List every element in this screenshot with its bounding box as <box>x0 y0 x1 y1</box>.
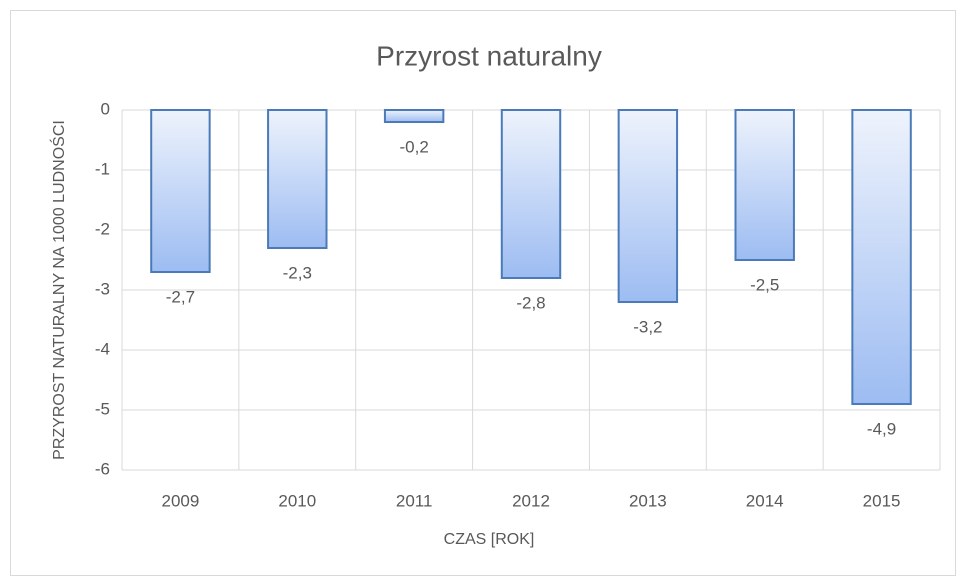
y-tick-label: -4 <box>95 339 110 358</box>
y-tick-label: -3 <box>95 279 110 298</box>
x-tick-label: 2015 <box>863 491 901 510</box>
data-label: -2,8 <box>516 293 545 312</box>
bar <box>267 109 328 249</box>
y-tick-label: -2 <box>95 219 110 238</box>
bar <box>500 109 562 279</box>
data-label: -3,2 <box>633 317 662 336</box>
bar <box>383 109 445 123</box>
y-tick-label: -6 <box>95 459 110 478</box>
chart-border <box>10 10 956 576</box>
data-label: -2,5 <box>750 275 779 294</box>
x-axis-title: CZAS [ROK] <box>444 531 535 548</box>
x-tick-label: 2013 <box>629 491 667 510</box>
y-axis-title: PRZYROST NATURALNY NA 1000 LUDNOŚCI <box>49 120 68 460</box>
x-tick-label: 2014 <box>746 491 784 510</box>
x-tick-label: 2009 <box>162 491 200 510</box>
bar <box>851 109 912 405</box>
x-tick-label: 2011 <box>396 491 433 510</box>
data-label: -4,9 <box>867 419 896 438</box>
bar <box>734 109 795 261</box>
y-tick-label: -5 <box>95 399 110 418</box>
data-label: -2,3 <box>283 263 312 282</box>
y-tick-label: 0 <box>101 99 110 118</box>
chart-title: Przyrost naturalny <box>376 40 602 71</box>
bar <box>150 109 211 273</box>
x-tick-label: 2010 <box>278 491 316 510</box>
x-tick-label: 2012 <box>512 491 550 510</box>
data-label: -0,2 <box>399 137 428 156</box>
data-label: -2,7 <box>166 287 195 306</box>
bar <box>617 109 679 303</box>
y-tick-label: -1 <box>95 159 110 178</box>
